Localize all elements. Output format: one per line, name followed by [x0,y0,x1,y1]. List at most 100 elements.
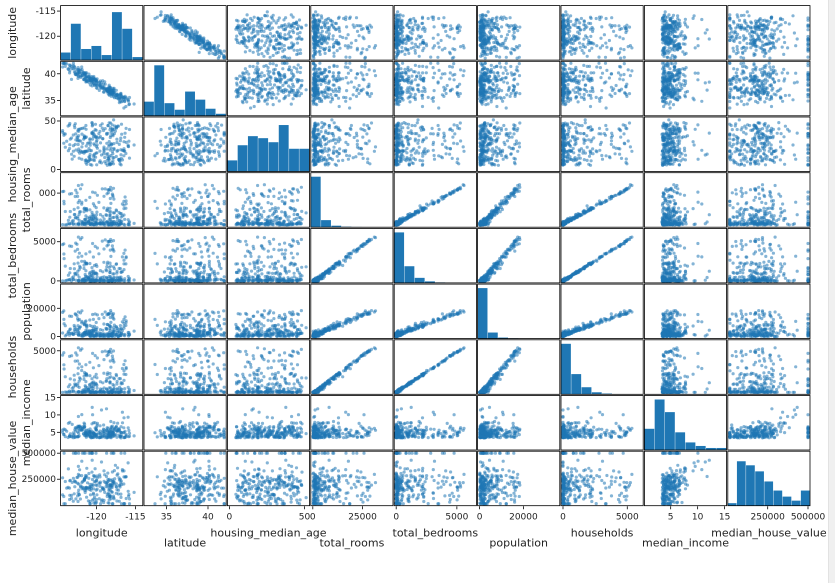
scatter-point [264,87,268,91]
scatter-point [578,21,582,25]
scatter-point [806,78,810,82]
scatter-point [81,71,86,75]
scatter-point [316,122,320,126]
scatter-point [359,27,363,32]
scatter-point [281,83,285,87]
scatter-point [628,74,633,78]
scatter-point [296,63,300,67]
scatter-point [316,13,320,17]
scatter-point [334,21,338,26]
scatter-point [256,21,260,25]
scatter-point [431,36,435,40]
scatter-point [88,76,92,80]
scatter-point [120,95,125,99]
scatter-point [599,76,603,80]
scatter-point [360,152,364,156]
scatter-point [355,139,359,143]
scatter-point [336,140,341,144]
scatter-point [338,46,342,50]
scatter-point [618,27,622,32]
scatter-point [319,34,323,38]
scatter-point [453,72,457,77]
scatter-point [365,48,369,52]
scatter-point [394,41,398,45]
scatter-point [775,72,779,76]
scatter-point [263,13,267,18]
scatter-point [246,35,250,39]
scatter-point [783,40,787,45]
scatter-point [321,77,325,81]
scatter-point [217,54,221,58]
scatter-point [739,26,744,30]
scatter-point [401,14,405,18]
scatter-point [236,90,240,94]
scatter-point [779,29,783,33]
scatter-point [587,49,592,53]
scatter-point [355,29,360,33]
scatter-point [369,92,374,96]
scatter-point [290,78,294,82]
scatter-point [345,153,349,158]
scatter-point [332,51,336,55]
scatter-point [107,155,111,159]
scatter-point [90,124,94,128]
scatter-point [605,45,609,49]
scatter-point [346,157,350,161]
scatter-point [346,132,350,136]
scatter-point [213,138,217,142]
scatter-point [251,88,255,92]
scatter-point [337,136,341,140]
scatter-point [462,69,466,73]
scatter-point [627,92,632,96]
scatter-point [95,151,99,155]
scatter-point [325,21,329,25]
scatter-point [775,89,779,93]
scatter-point [516,69,520,73]
scatter-point [734,52,738,56]
scatter-point [118,139,122,143]
scatter-point [490,25,494,30]
scatter-point [195,157,199,162]
scatter-point [483,84,487,88]
scatter-point [189,162,193,167]
scatter-point [318,71,322,75]
scatter-point [625,29,629,33]
scatter-point [338,34,342,39]
scatter-point [422,25,426,30]
scatter-point [272,19,276,23]
scatter-point [312,75,316,79]
scatter-point [179,131,183,135]
scatter-point [265,10,269,14]
scatter-point [602,33,607,37]
scatter-point [582,96,586,100]
scatter-point [274,63,278,67]
scatter-point [325,95,329,99]
scatter-point [452,55,456,59]
scatter-point [166,17,170,21]
scatter-point [748,32,752,36]
scatter-point [621,78,625,82]
scatter-point [247,90,251,94]
cell-frame [560,5,644,61]
scatter-point [318,79,322,83]
scatter-point [85,79,89,83]
scatter-point [763,42,768,46]
scatter-point [169,23,173,27]
scatter-point [290,46,294,50]
scatter-point [200,41,204,45]
scatter-point [782,35,786,39]
scatter-point [624,92,628,97]
scatter-point [312,46,316,50]
scatter-point [337,128,341,132]
scatter-point [163,13,167,18]
cell-latitude-vs-population [477,60,561,117]
scatter-point [483,45,487,50]
scatter-point [622,48,626,52]
scatter-point [683,21,687,25]
scatter-point [360,64,364,69]
scatter-point [406,86,410,90]
scatter-point [630,69,634,73]
scatter-point [747,14,751,18]
scatter-point [685,89,690,94]
scatter-point [361,77,365,81]
